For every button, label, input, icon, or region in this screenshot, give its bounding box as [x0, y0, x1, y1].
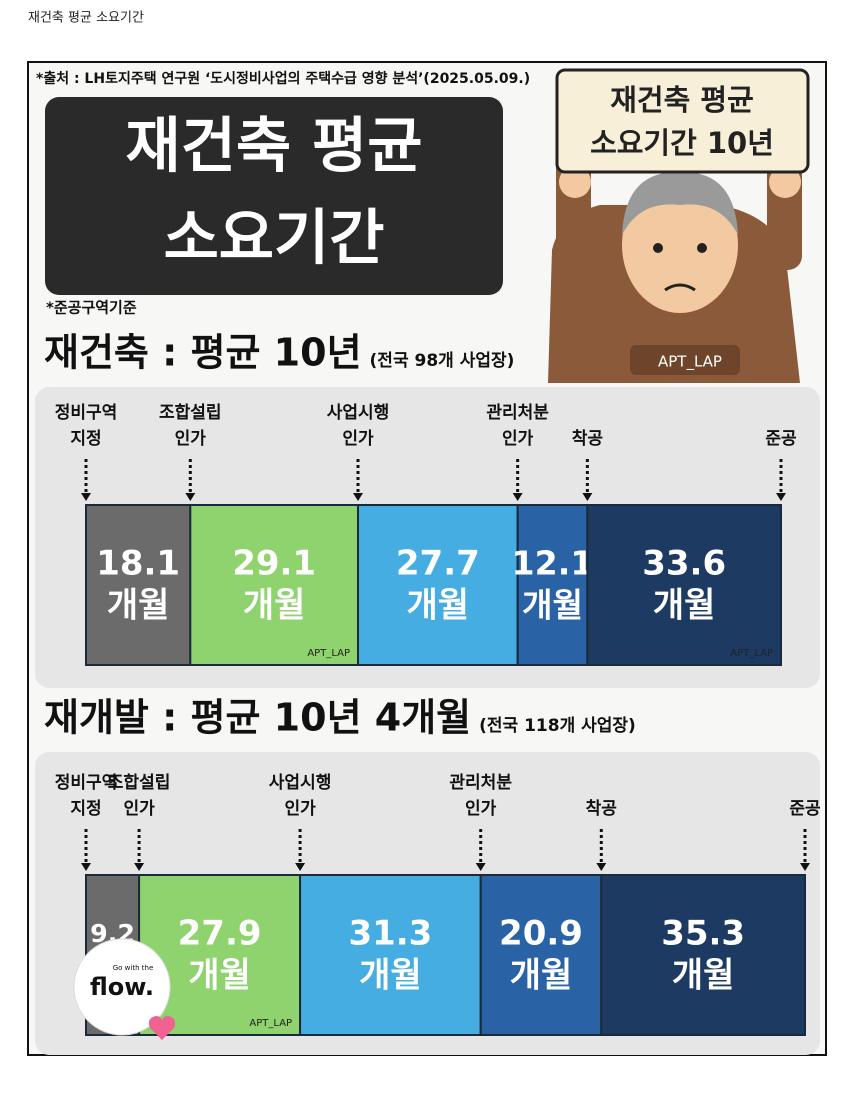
arrow-head: [295, 863, 306, 871]
title-box: [45, 97, 503, 295]
stage-label: 조합설립: [159, 402, 222, 423]
duration-unit: 개월: [672, 956, 735, 996]
stage-label: 인가: [342, 429, 374, 449]
duration-unit: 개월: [243, 586, 306, 626]
section-heading: 재건축 : 평균 10년: [44, 331, 362, 375]
stage-label: 사업시행: [269, 773, 332, 793]
watermark: APT_LAP: [307, 648, 350, 659]
duration-label: 18.1: [96, 544, 180, 584]
title-line: 재건축 평균: [126, 112, 423, 182]
duration-unit: 개월: [407, 586, 470, 626]
arrow-head: [582, 493, 593, 501]
note: *준공구역기준: [46, 299, 137, 317]
duration-unit: 개월: [510, 956, 573, 996]
duration-unit: 개월: [522, 586, 583, 625]
stage-label: 인가: [175, 429, 207, 449]
character: [548, 150, 802, 383]
arrow-head: [81, 863, 91, 871]
stage-label: 지정: [70, 429, 101, 449]
duration-bar: [479, 874, 603, 1036]
logo-big: flow.: [90, 973, 154, 1001]
stage-label: 정비구역: [55, 773, 118, 793]
stage-label: 준공: [789, 799, 821, 819]
arrow-head: [800, 863, 810, 871]
stage-label: 인가: [465, 799, 497, 819]
arrow-head: [475, 863, 486, 871]
section-sub: (전국 118개 사업장): [479, 716, 636, 736]
stage-label: 착공: [586, 799, 618, 819]
duration-bar: [586, 504, 782, 666]
sign-line: 소요기간 10년: [590, 126, 774, 160]
stage-label: 사업시행: [327, 403, 390, 423]
duration-bar: [189, 504, 360, 666]
duration-label: 31.3: [348, 914, 432, 954]
duration-label: 33.6: [642, 544, 726, 584]
arrow-head: [776, 493, 786, 501]
duration-bar: [516, 504, 589, 666]
logo-small: Go with the: [113, 964, 154, 972]
arrow-head: [185, 493, 196, 501]
stage-label: 인가: [123, 799, 155, 819]
watermark: APT_LAP: [249, 1018, 292, 1029]
duration-unit: 개월: [653, 586, 716, 626]
stage-label: 정비구역: [55, 403, 118, 423]
watermark: APT_LAP: [730, 648, 773, 659]
stage-label: 지정: [70, 799, 101, 819]
duration-bar: [299, 874, 482, 1036]
stage-label: 관리처분: [449, 773, 512, 793]
duration-label: 29.1: [232, 544, 316, 584]
arrow-head: [134, 863, 145, 871]
handle: APT_LAP: [658, 353, 722, 372]
duration-bar: [85, 504, 192, 666]
arrow-head: [353, 493, 364, 501]
duration-unit: 개월: [359, 956, 422, 996]
section-sub: (전국 98개 사업장): [370, 351, 515, 371]
stage-label: 조합설립: [108, 772, 171, 793]
arrow-head: [596, 863, 607, 871]
logo-badge: [73, 938, 171, 1036]
stage-label: 준공: [765, 429, 797, 449]
stage-label: 인가: [284, 799, 316, 819]
duration-label: 20.9: [499, 914, 583, 954]
duration-bar: [600, 874, 806, 1036]
duration-bar: [357, 504, 519, 666]
stage-label: 인가: [502, 429, 534, 449]
stage-label: 착공: [572, 429, 604, 449]
duration-label: 27.7: [396, 544, 480, 584]
duration-label: 12.1: [512, 544, 594, 583]
stage-label: 관리처분: [486, 403, 549, 423]
duration-unit: 개월: [188, 956, 251, 996]
page-title: 재건축 평균 소요기간: [28, 11, 144, 26]
duration-unit: 개월: [107, 586, 170, 626]
arrow-head: [512, 493, 523, 501]
heart: [148, 1016, 176, 1040]
arrow-head: [81, 493, 91, 501]
title-line: 소요기간: [164, 204, 385, 274]
duration-label: 35.3: [661, 914, 745, 954]
source: *출처 : LH토지주택 연구원 ‘도시정비사업의 주택수급 영향 분석’(20…: [36, 70, 530, 87]
sign: [555, 68, 810, 174]
section-heading: 재개발 : 평균 10년 4개월: [44, 696, 471, 740]
sign-line: 재건축 평균: [610, 83, 754, 117]
duration-label: 27.9: [178, 914, 262, 954]
